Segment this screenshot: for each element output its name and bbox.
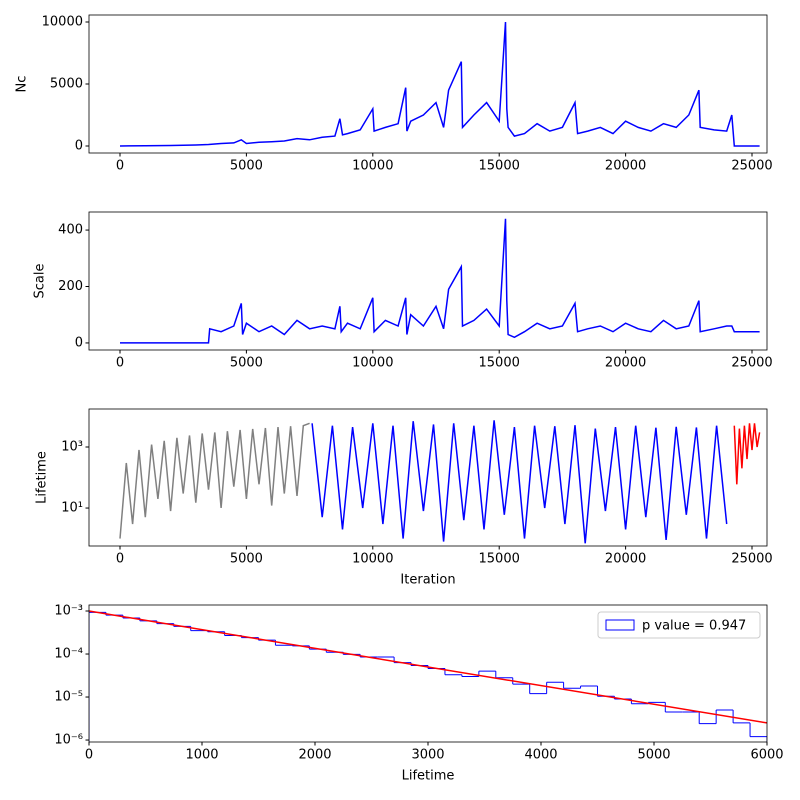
x-axis-label: Lifetime [402,769,455,784]
plot-area [120,218,760,344]
x-tick-label: 2000 [298,748,331,763]
x-tick-label: 0 [116,159,124,174]
x-tick-label: 5000 [230,159,263,174]
x-tick-label: 0 [116,356,124,371]
plot-area [119,420,761,544]
x-tick-label: 25000 [731,552,772,567]
x-tick-label: 5000 [230,356,263,371]
y-tick-label: 10³ [61,440,83,455]
x-tick-label: 10000 [352,356,393,371]
legend-swatch [605,619,635,631]
x-tick-label: 15000 [479,159,520,174]
x-tick-label: 15000 [479,552,520,567]
y-tick-label: 0 [75,335,83,350]
subplot: 0 5000 10000 15000 20000 25000 10¹ 10³ Lifetime I… [35,408,773,588]
x-tick-label: 6000 [750,748,783,763]
line-series [119,21,760,147]
y-tick-label: 10⁻⁴ [54,647,83,662]
subplot: 0 5000 10000 15000 20000 25000 0 200 400 Scale [33,211,773,371]
y-axis-label: Lifetime [35,451,50,504]
y-tick-label: 400 [58,223,83,238]
x-axis-label: Iteration [400,573,455,588]
y-axis-label: Nc [15,76,30,93]
y-tick-label: 5000 [50,77,83,92]
y-tick-label: 10000 [42,15,83,30]
y-tick-label: 10¹ [61,501,83,516]
x-tick-label: 15000 [479,356,520,371]
axes-frame [88,211,768,351]
x-tick-label: 20000 [605,159,646,174]
x-tick-label: 3000 [411,748,444,763]
line-series [120,218,760,344]
x-tick-label: 20000 [605,356,646,371]
y-tick-label: 10⁻⁶ [54,733,83,748]
plot-area [89,610,767,742]
line-series [311,420,728,544]
x-tick-label: 0 [116,552,124,567]
axes-frame [88,408,768,547]
y-tick-label: 200 [58,279,83,294]
x-tick-label: 5000 [230,552,263,567]
x-tick-label: 20000 [605,552,646,567]
plot-area [119,21,760,147]
legend-frame [597,611,761,639]
y-tick-label: 10⁻⁵ [54,690,83,705]
axes-frame [88,14,768,154]
fit-line [89,610,767,724]
y-axis-label: Scale [33,264,48,299]
legend: p value = 0.947 [597,611,761,639]
x-tick-label: 0 [85,748,93,763]
x-tick-label: 5000 [637,748,670,763]
x-tick-label: 4000 [524,748,557,763]
x-tick-label: 25000 [731,159,772,174]
x-tick-label: 10000 [352,552,393,567]
y-tick-label: 10⁻³ [54,604,83,619]
subplot: 0 5000 10000 15000 20000 25000 0 5000 10000 Nc [15,15,773,174]
x-tick-label: 25000 [731,356,772,371]
x-tick-label: 10000 [352,159,393,174]
y-tick-label: 0 [75,138,83,153]
subplot: p value = 0.947 0 1000 2000 3000 4000 5000 6000… [54,604,783,784]
x-tick-label: 1000 [185,748,218,763]
line-series [733,423,761,485]
legend-label: p value = 0.947 [642,619,746,634]
line-series [119,422,310,539]
